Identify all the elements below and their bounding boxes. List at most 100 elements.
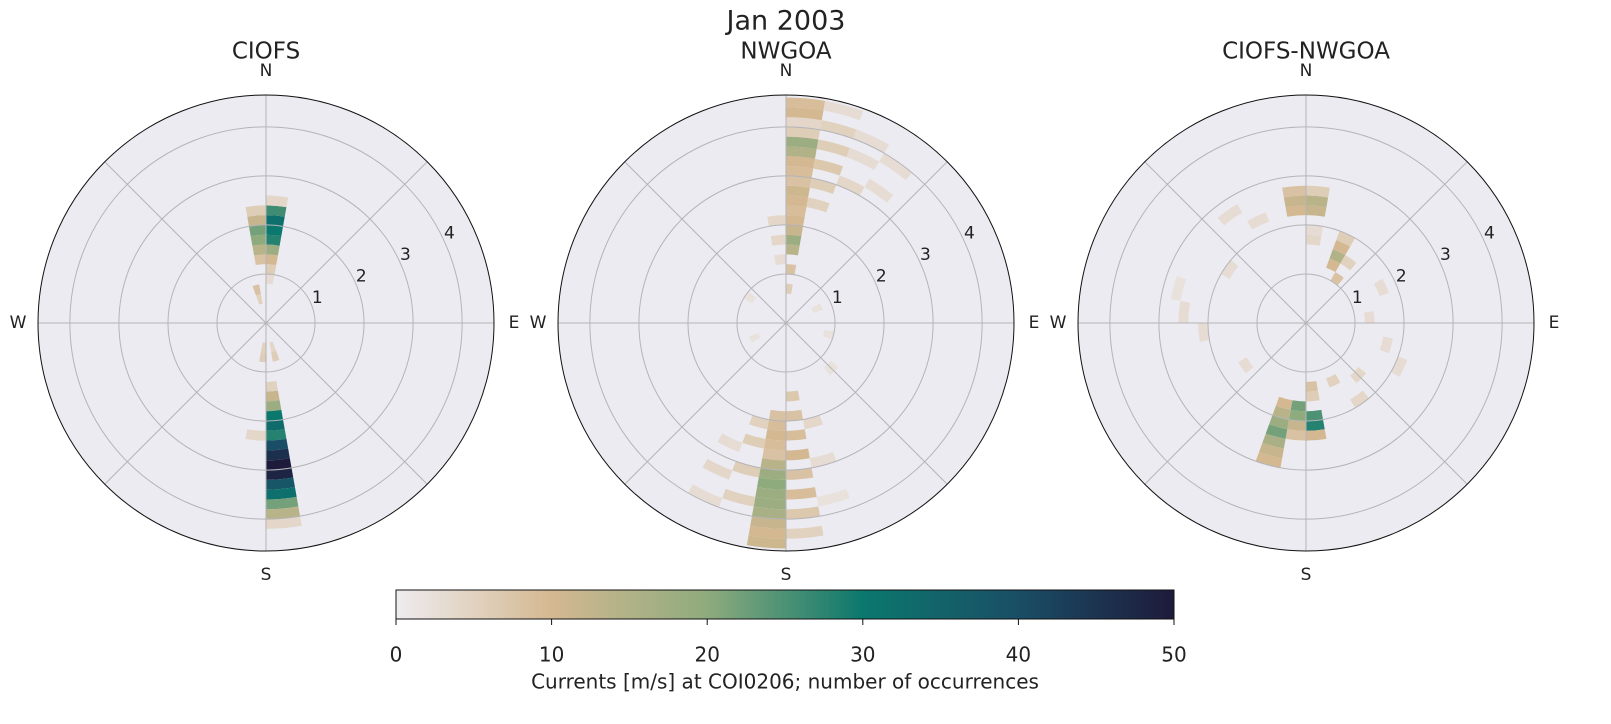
histogram-cell: [786, 244, 800, 256]
histogram-cell: [749, 333, 761, 343]
histogram-cell: [266, 438, 289, 451]
histogram-cell: [1336, 230, 1356, 247]
colorbar-tick-label: 0: [390, 643, 403, 667]
histogram-cell: [269, 341, 277, 352]
histogram-cell: [1332, 240, 1351, 256]
histogram-cell: [786, 234, 802, 246]
histogram-cell: [786, 205, 807, 217]
histogram-cell: [864, 178, 894, 203]
histogram-cell: [1350, 390, 1370, 408]
histogram-cell: [1285, 429, 1306, 441]
histogram-cell: [1265, 424, 1288, 439]
histogram-cell: [786, 264, 797, 275]
histogram-cell: [786, 166, 814, 179]
histogram-cell: [1329, 249, 1346, 264]
histogram-cell: [760, 458, 786, 471]
histogram-cell: [786, 146, 817, 159]
histogram-cell: [816, 488, 850, 507]
histogram-cell: [1306, 409, 1324, 422]
direction-label: W: [1050, 313, 1067, 333]
histogram-cell: [786, 126, 821, 140]
grid-spoke: [1144, 161, 1307, 324]
histogram-cell: [809, 452, 837, 468]
histogram-cell: [806, 197, 830, 213]
grid-spoke: [785, 322, 948, 485]
histogram-cell: [786, 175, 812, 188]
histogram-cell: [254, 254, 266, 266]
histogram-cell: [1306, 390, 1320, 402]
histogram-cell: [271, 350, 280, 362]
polar-frame: [1077, 94, 1535, 552]
direction-label: E: [1549, 313, 1560, 333]
panel-title: CIOFS: [232, 39, 300, 65]
r-tick-label: 3: [1440, 245, 1451, 265]
panel-title: NWGOA: [740, 39, 831, 65]
direction-label: N: [1300, 61, 1313, 81]
grid-spoke: [104, 322, 267, 485]
histogram-cell: [770, 234, 786, 246]
histogram-cell: [266, 390, 280, 402]
histogram-cell: [836, 175, 865, 196]
r-tick-label: 3: [920, 245, 931, 265]
histogram-cell: [260, 342, 266, 353]
r-tick-label: 1: [1352, 288, 1363, 308]
histogram-cell: [266, 448, 290, 461]
grid-spoke: [624, 322, 787, 485]
histogram-cell: [786, 156, 815, 169]
colorbar-tick-label: 20: [694, 643, 719, 667]
r-tick-label: 4: [444, 224, 455, 244]
histogram-cell: [1170, 276, 1187, 301]
r-tick-label: 1: [832, 288, 843, 308]
histogram-cell: [1306, 429, 1327, 441]
histogram-cell: [1326, 373, 1341, 388]
histogram-cell: [786, 525, 824, 539]
histogram-cell: [1282, 185, 1306, 198]
direction-label: N: [260, 61, 273, 81]
grid-spoke: [1305, 322, 1468, 485]
histogram-cell: [266, 496, 299, 510]
histogram-cell: [266, 458, 292, 471]
histogram-cell: [774, 254, 786, 266]
histogram-cell: [266, 273, 275, 285]
histogram-cell: [1287, 419, 1306, 431]
chart-title: Jan 2003: [725, 6, 846, 37]
histogram-cell: [751, 506, 786, 520]
grid-spoke: [785, 161, 948, 324]
histogram-cell: [822, 329, 835, 340]
histogram-cell: [266, 487, 297, 500]
grid-spoke: [1144, 322, 1307, 485]
histogram-cell: [786, 107, 824, 121]
histogram-cell: [266, 409, 284, 422]
histogram-cell: [1306, 224, 1324, 237]
histogram-cell: [266, 215, 285, 227]
direction-label: N: [780, 61, 793, 81]
polar-frame: [37, 94, 495, 552]
histogram-cell: [1272, 405, 1291, 420]
histogram-cell: [252, 244, 266, 256]
histogram-cell: [786, 487, 817, 500]
histogram-cell: [266, 400, 282, 412]
histogram-cell: [748, 525, 786, 539]
histogram-cell: [786, 409, 804, 422]
histogram-cell: [809, 178, 837, 194]
direction-label: S: [781, 565, 792, 585]
direction-label: E: [509, 313, 520, 333]
colorbar-tick-label: 50: [1161, 643, 1186, 667]
histogram-cell: [758, 467, 786, 480]
histogram-cell: [248, 224, 266, 237]
colorbar-label: Currents [m/s] at COI0206; number of occ…: [531, 670, 1039, 694]
histogram-cell: [1306, 419, 1325, 431]
histogram-cell: [767, 215, 786, 227]
histogram-cell: [245, 429, 266, 441]
histogram-cell: [1275, 396, 1293, 410]
histogram-cell: [1255, 452, 1283, 468]
histogram-cell: [1238, 357, 1254, 374]
histogram-cell: [687, 484, 723, 508]
r-tick-label: 2: [876, 267, 887, 287]
histogram-cell: [722, 488, 756, 507]
histogram-cell: [768, 409, 786, 422]
histogram-cell: [1178, 300, 1191, 323]
histogram-cell: [753, 496, 786, 510]
histogram-cell: [1306, 185, 1330, 198]
